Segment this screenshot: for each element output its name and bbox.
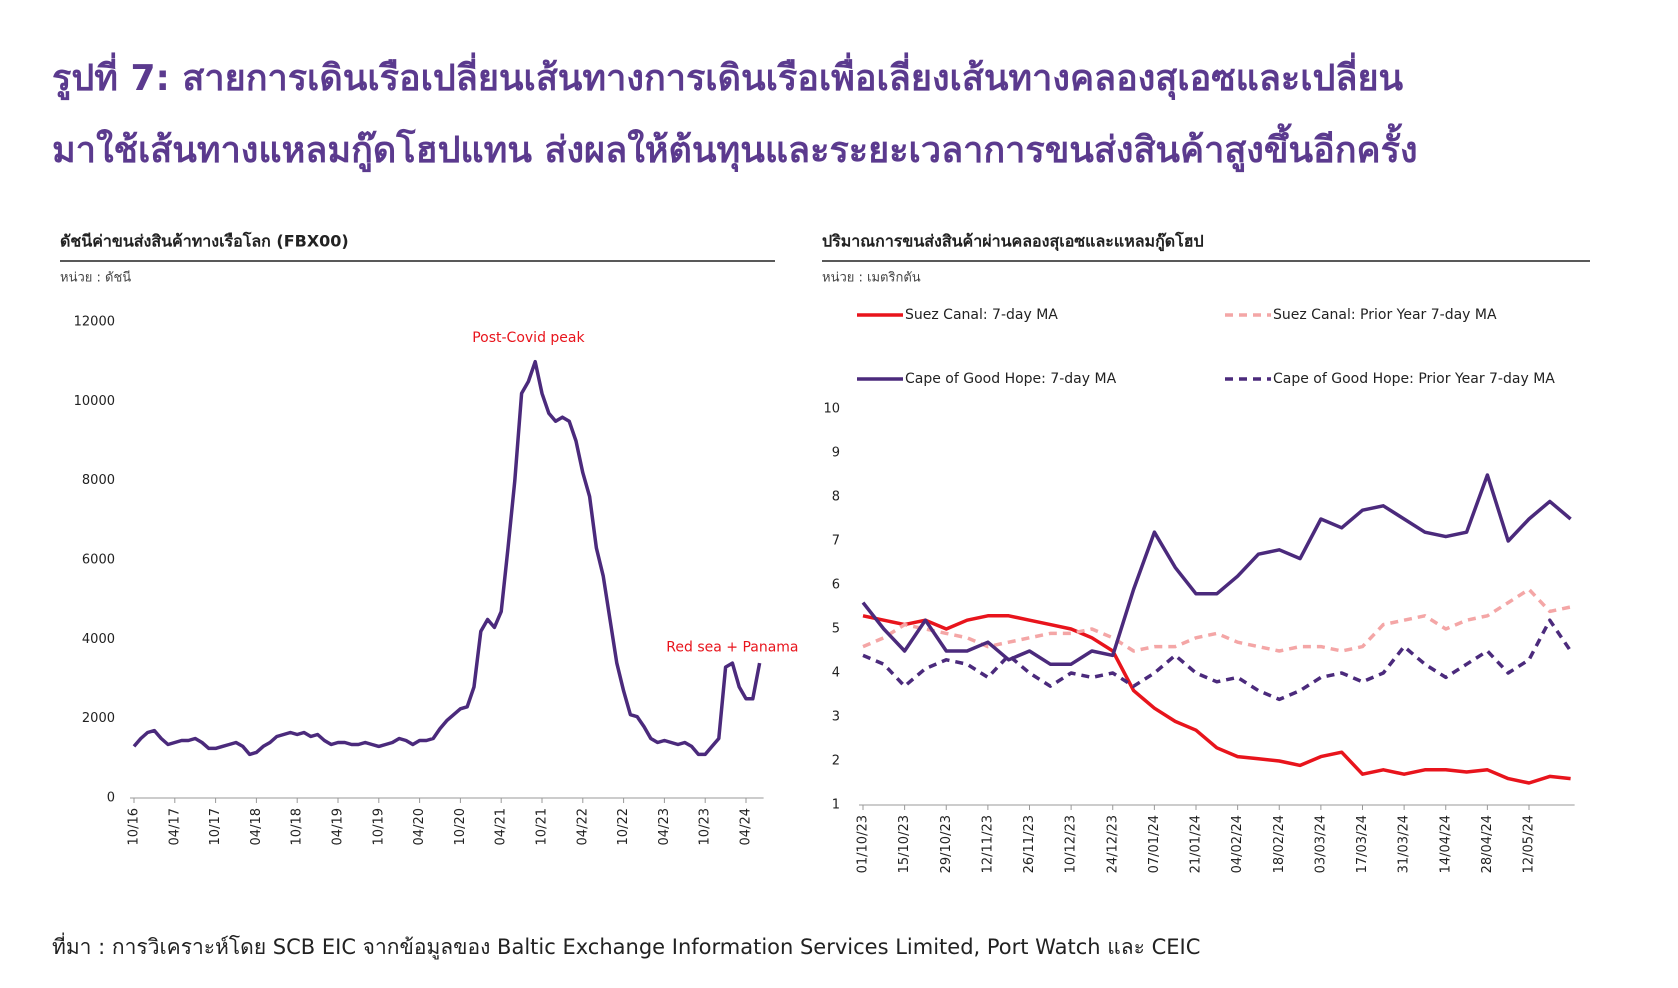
title: มาใช้เส้นทางแหลมกู๊ดโฮปแทน ส่งผลให้ต้นทุ… xyxy=(52,123,1418,173)
y-tick-label: 10000 xyxy=(74,394,115,409)
legend-label: Suez Canal: Prior Year 7-day MA xyxy=(1273,307,1497,323)
series-line xyxy=(861,473,1572,666)
title: รูปที่ 7: สายการเดินเรือเปลี่ยนเส้นทางกา… xyxy=(52,52,1404,101)
x-tick-label: 10/22 xyxy=(616,808,631,845)
y-tick-label: 6000 xyxy=(82,553,115,568)
x-tick-label: 01/10/23 xyxy=(856,815,871,873)
x-tick-label: 15/10/23 xyxy=(897,815,912,873)
y-tick-label: 2 xyxy=(832,754,840,769)
legend-label: Suez Canal: 7-day MA xyxy=(905,307,1058,323)
x-tick-label: 04/23 xyxy=(657,808,672,845)
y-tick-label: 8 xyxy=(832,490,840,505)
y-tick-label: 9 xyxy=(832,446,840,461)
y-tick-label: 2000 xyxy=(82,711,115,726)
y-tick-label: 5 xyxy=(832,622,840,637)
x-tick-label: 04/17 xyxy=(167,808,182,845)
x-tick-label: 04/18 xyxy=(249,808,264,845)
x-tick-label: 26/11/23 xyxy=(1022,815,1037,873)
y-tick-label: 0 xyxy=(107,791,115,806)
y-tick-label: 4000 xyxy=(82,632,115,647)
x-tick-label: 10/18 xyxy=(290,808,305,845)
unit-label: หน่วย : เมตริกตัน xyxy=(822,271,921,286)
legend-label: Cape of Good Hope: Prior Year 7-day MA xyxy=(1273,371,1555,387)
x-tick-label: 10/19 xyxy=(371,808,386,845)
x-tick-label: 14/04/24 xyxy=(1438,815,1453,873)
chart-title: ดัชนีค่าขนส่งสินค้าทางเรือโลก (FBX00) xyxy=(60,231,349,251)
annotation: Post-Covid peak xyxy=(472,330,585,346)
x-tick-label: 04/22 xyxy=(575,808,590,845)
y-tick-label: 1 xyxy=(832,798,840,813)
y-tick-label: 7 xyxy=(832,534,840,549)
x-tick-label: 12/05/24 xyxy=(1522,815,1537,873)
x-tick-label: 10/23 xyxy=(698,808,713,845)
x-tick-label: 10/17 xyxy=(208,808,223,845)
x-tick-label: 12/11/23 xyxy=(980,815,995,873)
series-line xyxy=(862,618,1573,702)
y-tick-label: 12000 xyxy=(74,315,115,330)
y-tick-label: 4 xyxy=(832,666,840,681)
x-tick-label: 04/24 xyxy=(739,808,754,845)
unit-label: หน่วย : ดัชนี xyxy=(60,270,131,286)
x-tick-label: 28/04/24 xyxy=(1480,815,1495,873)
x-tick-label: 03/03/24 xyxy=(1313,815,1328,873)
x-tick-label: 10/20 xyxy=(453,808,468,845)
x-tick-label: 07/01/24 xyxy=(1147,815,1162,873)
x-tick-label: 21/01/24 xyxy=(1189,815,1204,873)
chart-title: ปริมาณการขนส่งสินค้าผ่านคลองสุเอซและแหลม… xyxy=(822,231,1204,253)
source: ที่มา : การวิเคราะห์โดย SCB EIC จากข้อมู… xyxy=(52,932,1200,960)
x-tick-label: 10/21 xyxy=(535,808,550,845)
x-tick-label: 04/02/24 xyxy=(1230,815,1245,873)
x-tick-label: 04/19 xyxy=(331,808,346,845)
x-tick-label: 10/16 xyxy=(127,808,142,845)
series-line xyxy=(132,359,762,757)
x-tick-label: 04/21 xyxy=(494,808,509,845)
x-tick-label: 31/03/24 xyxy=(1397,815,1412,873)
x-tick-label: 17/03/24 xyxy=(1355,815,1370,873)
legend-label: Cape of Good Hope: 7-day MA xyxy=(905,371,1117,387)
x-tick-label: 29/10/23 xyxy=(939,815,954,873)
x-tick-label: 18/02/24 xyxy=(1272,815,1287,873)
y-tick-label: 3 xyxy=(832,710,840,725)
y-tick-label: 6 xyxy=(832,578,840,593)
x-tick-label: 24/12/23 xyxy=(1105,815,1120,873)
y-tick-label: 10 xyxy=(823,402,840,417)
x-tick-label: 04/20 xyxy=(412,808,427,845)
y-tick-label: 8000 xyxy=(82,473,115,488)
annotation: Red sea + Panama xyxy=(666,639,798,655)
x-tick-label: 10/12/23 xyxy=(1064,815,1079,873)
series-line xyxy=(862,614,1571,785)
